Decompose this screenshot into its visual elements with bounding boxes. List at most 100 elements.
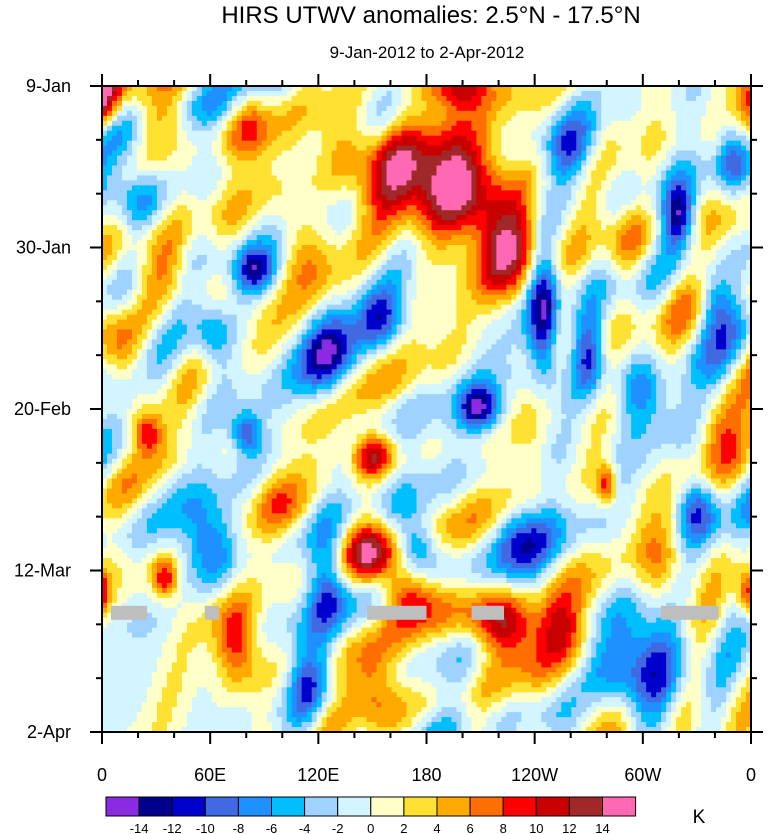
heatmap-cell (326, 190, 333, 196)
heatmap-cell (196, 195, 203, 201)
heatmap-cell (326, 230, 333, 236)
heatmap-cell (666, 90, 672, 97)
heatmap-cell (571, 264, 577, 271)
heatmap-cell (341, 274, 348, 281)
heatmap-cell (551, 249, 557, 256)
heatmap-cell (361, 264, 368, 271)
heatmap-cell (446, 190, 453, 196)
heatmap-cell (131, 210, 138, 216)
heatmap-cell (336, 264, 343, 271)
heatmap-cell (351, 249, 358, 256)
heatmap-cell (371, 235, 378, 241)
heatmap-cell (656, 150, 662, 157)
heatmap-cell (461, 95, 468, 102)
heatmap-cell (121, 259, 128, 266)
heatmap-cell (116, 110, 123, 117)
heatmap-cell (421, 230, 428, 236)
heatmap-cell (221, 95, 228, 102)
heatmap-cell (251, 185, 258, 191)
heatmap-cell (686, 155, 692, 162)
heatmap-cell (536, 249, 542, 256)
heatmap-cell (666, 110, 672, 117)
heatmap-cell (236, 225, 243, 231)
heatmap-cell (346, 215, 353, 221)
heatmap-cell (591, 170, 597, 177)
heatmap-cell (241, 100, 248, 107)
heatmap-cell (431, 120, 438, 127)
heatmap-cell (676, 145, 682, 152)
heatmap-cell (681, 215, 687, 221)
heatmap-cell (541, 269, 547, 276)
heatmap-cell (261, 210, 268, 216)
heatmap-cell (401, 125, 408, 132)
heatmap-cell (586, 215, 592, 221)
heatmap-cell (291, 210, 298, 216)
heatmap-cell (206, 155, 213, 162)
heatmap-cell (521, 264, 527, 271)
heatmap-cell (161, 210, 168, 216)
heatmap-cell (516, 245, 522, 251)
heatmap-cell (386, 140, 393, 147)
heatmap-cell (586, 230, 592, 236)
heatmap-cell (296, 240, 303, 246)
heatmap-cell (341, 170, 348, 177)
heatmap-cell (151, 249, 158, 256)
heatmap-cell (626, 145, 632, 152)
heatmap-cell (301, 235, 308, 241)
heatmap-cell (426, 259, 433, 266)
heatmap-cell (541, 254, 547, 261)
heatmap-cell (271, 145, 278, 152)
heatmap-cell (631, 264, 637, 271)
heatmap-cell (151, 230, 158, 236)
heatmap-cell (241, 220, 248, 226)
heatmap-cell (526, 210, 532, 216)
heatmap-cell (516, 215, 522, 221)
heatmap-cell (126, 259, 133, 266)
heatmap-cell (141, 90, 148, 97)
heatmap-cell (736, 165, 742, 172)
heatmap-cell (636, 259, 642, 266)
heatmap-cell (221, 225, 228, 231)
heatmap-cell (116, 125, 123, 132)
heatmap-cell (671, 210, 677, 216)
heatmap-cell (716, 140, 722, 147)
heatmap-cell (436, 240, 443, 246)
heatmap-cell (176, 115, 183, 122)
heatmap-cell (331, 90, 338, 97)
heatmap-cell (551, 115, 557, 122)
heatmap-cell (721, 120, 727, 127)
heatmap-cell (201, 125, 208, 132)
heatmap-cell (496, 254, 502, 261)
heatmap-cell (291, 200, 298, 206)
heatmap-cell (421, 125, 428, 132)
heatmap-cell (516, 125, 522, 132)
heatmap-cell (406, 150, 413, 157)
heatmap-cell (596, 86, 602, 92)
heatmap-cell (386, 225, 393, 231)
heatmap-cell (511, 240, 517, 246)
heatmap-cell (391, 120, 398, 127)
heatmap-cell (656, 160, 662, 167)
heatmap-cell (456, 115, 463, 122)
heatmap-cell (301, 135, 308, 142)
heatmap-cell (191, 130, 198, 137)
heatmap-cell (491, 160, 497, 167)
heatmap-cell (456, 90, 463, 97)
heatmap-cell (601, 210, 607, 216)
heatmap-cell (706, 125, 712, 132)
heatmap-cell (141, 215, 148, 221)
heatmap-cell (236, 180, 243, 186)
heatmap-cell (721, 245, 727, 251)
heatmap-cell (536, 210, 542, 216)
heatmap-cell (331, 180, 338, 186)
heatmap-cell (381, 230, 388, 236)
heatmap-cell (716, 145, 722, 152)
heatmap-cell (176, 264, 183, 271)
heatmap-cell (246, 125, 253, 132)
heatmap-cell (521, 249, 527, 256)
heatmap-cell (611, 245, 617, 251)
heatmap-cell (381, 200, 388, 206)
heatmap-cell (466, 240, 473, 246)
heatmap-cell (391, 220, 398, 226)
heatmap-cell (526, 259, 532, 266)
